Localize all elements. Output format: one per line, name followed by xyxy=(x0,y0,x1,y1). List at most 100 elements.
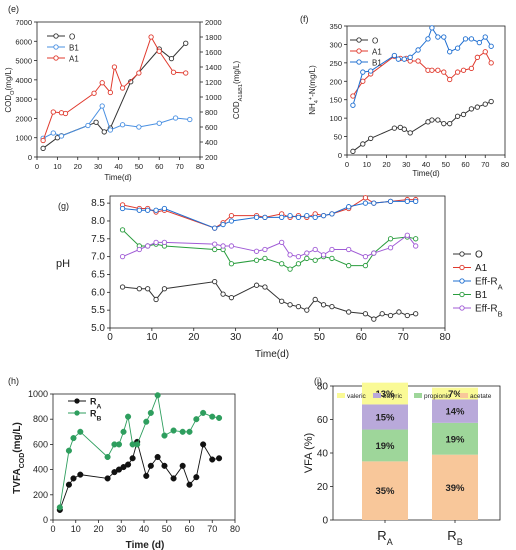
bar-value-label: 15% xyxy=(375,412,395,423)
y-right-tick-label: 1200 xyxy=(205,78,222,87)
panel-label: (f) xyxy=(300,14,309,24)
y-tick-label: 0 xyxy=(338,151,342,160)
panel-f: 0 10 20 30 40 50 60 70 80 0 50 100 150 200 250 300 350 OA… xyxy=(329,22,509,169)
data-point-A1 xyxy=(111,64,118,70)
data-point-RB xyxy=(186,428,193,435)
data-point-Eff-RA xyxy=(279,214,285,221)
data-point-B1 xyxy=(447,49,453,55)
x-tick-label: 70 xyxy=(207,524,217,534)
data-point-O xyxy=(128,79,134,85)
legend-marker xyxy=(356,48,362,54)
y-tick-label: 0 xyxy=(322,516,328,527)
data-point-Eff-RA xyxy=(119,205,126,212)
y-tick-label: 7.0 xyxy=(91,252,105,263)
y-axis-label: CODO(mg/L) xyxy=(4,67,16,113)
data-point-O xyxy=(253,282,260,288)
y-tick-label: 150 xyxy=(329,96,342,105)
data-point-RA xyxy=(216,455,223,462)
data-point-RA xyxy=(70,475,77,482)
data-point-B1 xyxy=(413,236,419,242)
data-point-A1 xyxy=(170,69,177,75)
y-tick-label: 0 xyxy=(28,153,32,162)
data-point-Eff-RB xyxy=(145,243,151,249)
data-point-B1 xyxy=(99,103,105,109)
data-point-RB xyxy=(193,416,200,423)
data-point-O xyxy=(212,278,218,285)
data-point-O xyxy=(119,284,126,290)
data-point-B1 xyxy=(395,56,401,62)
data-point-Eff-RB xyxy=(253,248,260,254)
x-tick-label: 50 xyxy=(442,160,450,169)
y-tick-label: 3000 xyxy=(15,95,32,104)
data-point-RB xyxy=(56,504,63,511)
data-point-B1 xyxy=(287,266,293,272)
data-point-O xyxy=(312,296,318,303)
legend-marker xyxy=(74,410,80,416)
x-tick-label: 20 xyxy=(188,332,200,343)
y-right-tick-label: 1000 xyxy=(205,93,222,102)
data-point-RB xyxy=(104,453,111,461)
y-tick-label: 1000 xyxy=(15,134,32,143)
series-line-RA xyxy=(59,440,220,511)
y-right-tick-label: 1400 xyxy=(205,63,222,72)
series-line-RB xyxy=(59,393,220,508)
data-point-O xyxy=(391,125,398,131)
data-point-RB xyxy=(115,441,123,448)
legend-label: O xyxy=(69,33,75,42)
data-point-RA xyxy=(111,469,118,476)
data-point-B1 xyxy=(295,261,302,267)
data-point-RA xyxy=(186,481,193,488)
data-point-B1 xyxy=(360,69,366,75)
legend-label: Eff-RA xyxy=(475,277,503,292)
x-tick-label: 40 xyxy=(114,162,122,171)
data-point-RB xyxy=(77,428,84,435)
y-right-tick-label: 200 xyxy=(205,153,218,162)
y-tick-label: 200 xyxy=(33,490,48,500)
data-point-Eff-RB xyxy=(362,253,369,260)
y-tick-label: 60 xyxy=(317,415,329,426)
y-tick-label: 50 xyxy=(334,133,342,142)
legend-label: propionic xyxy=(424,393,451,400)
data-point-O xyxy=(435,117,441,123)
data-point-A1 xyxy=(50,109,56,115)
data-point-O xyxy=(136,286,142,292)
data-point-Eff-RA xyxy=(304,212,310,219)
x-tick-label: 50 xyxy=(314,332,326,343)
data-point-RB xyxy=(125,413,132,420)
data-point-RA xyxy=(179,462,186,469)
data-point-O xyxy=(168,55,175,62)
x-tick-label: 80 xyxy=(501,160,509,169)
data-point-B1 xyxy=(387,236,394,242)
data-point-Eff-RB xyxy=(136,246,142,253)
legend-label: B1 xyxy=(372,59,382,68)
legend-marker xyxy=(459,291,465,298)
x-tick-label: 10 xyxy=(53,162,61,171)
y-right-tick-label: 1800 xyxy=(205,33,222,42)
data-point-B1 xyxy=(435,34,441,40)
legend-label: A1 xyxy=(69,55,79,64)
data-point-B1 xyxy=(476,39,482,46)
data-point-B1 xyxy=(346,262,352,269)
legend-marker xyxy=(356,37,362,43)
x-axis-label: Time (d) xyxy=(126,540,165,550)
data-point-RB xyxy=(209,413,216,420)
bar-segment-propionic xyxy=(432,422,478,455)
bar-segment-butyric xyxy=(432,399,478,423)
data-point-Eff-RB xyxy=(153,239,159,246)
data-point-A1 xyxy=(415,58,421,64)
data-point-RA xyxy=(143,472,150,479)
data-point-A1 xyxy=(441,69,447,75)
data-point-O xyxy=(396,309,402,315)
data-point-A1 xyxy=(136,70,142,76)
data-point-RA xyxy=(125,461,132,468)
x-tick-label: 30 xyxy=(116,524,126,534)
series-line-B1 xyxy=(122,229,416,270)
data-point-Eff-RB xyxy=(387,245,394,251)
data-point-Eff-RA xyxy=(153,207,159,213)
data-point-Eff-RB xyxy=(329,246,335,253)
data-point-RB xyxy=(216,414,223,421)
data-point-A1 xyxy=(454,69,461,75)
data-point-Eff-RB xyxy=(161,239,168,246)
y-tick-label: 7000 xyxy=(15,18,32,27)
